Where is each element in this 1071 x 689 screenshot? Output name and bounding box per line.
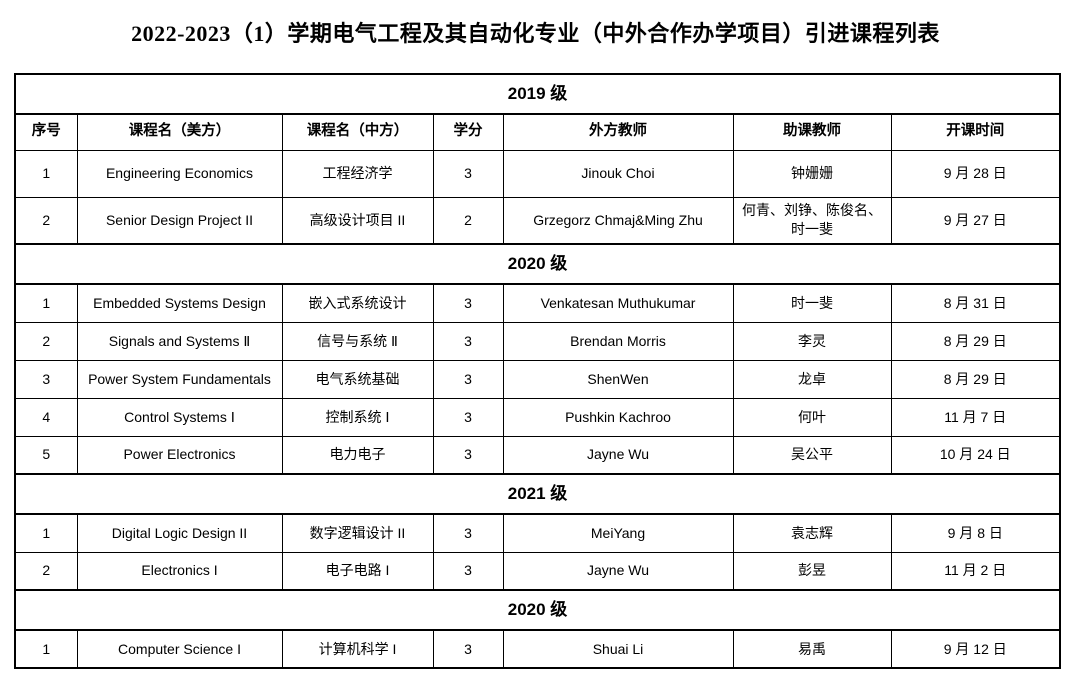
cell-foreign-teacher: Jayne Wu [502, 435, 734, 475]
cell-start-date: 9 月 28 日 [890, 149, 1061, 198]
cell-course-zh: 控制系统 Ⅰ [281, 397, 434, 437]
cell-course-en: Senior Design Project II [76, 196, 283, 245]
cell-foreign-teacher: Jayne Wu [502, 551, 734, 591]
table-row: 1 Computer Science I 计算机科学 I 3 Shuai Li 易禹 9 月… [14, 629, 1061, 669]
cell-start-date: 11 月 7 日 [890, 397, 1061, 437]
cell-index: 4 [14, 397, 78, 437]
cell-assistant-teacher: 吴公平 [732, 435, 892, 475]
cell-course-en: Electronics I [76, 551, 283, 591]
course-table-body: 2019 级序号 课程名（美方） 课程名（中方） 学分 外方教师 助课教师 开课时间 1 Eng… [14, 73, 1061, 669]
cell-assistant-teacher: 时一斐 [732, 283, 892, 323]
cell-foreign-teacher: Pushkin Kachroo [502, 397, 734, 437]
cell-course-zh: 高级设计项目 II [281, 196, 434, 245]
section-label: 2021 级 [14, 473, 1061, 515]
cell-assistant-teacher: 钟姗姗 [732, 149, 892, 198]
cell-start-date: 10 月 24 日 [890, 435, 1061, 475]
cell-index: 2 [14, 321, 78, 361]
cell-index: 1 [14, 629, 78, 669]
cell-course-zh: 电力电子 [281, 435, 434, 475]
cell-index: 1 [14, 513, 78, 553]
cell-course-zh: 信号与系统 Ⅱ [281, 321, 434, 361]
cell-start-date: 9 月 27 日 [890, 196, 1061, 245]
column-header-foreign-teacher: 外方教师 [502, 113, 734, 151]
table-row: 2 Electronics I 电子电路 I 3 Jayne Wu 彭昱 11 月 2 日 [14, 551, 1061, 591]
cell-course-en: Computer Science I [76, 629, 283, 669]
section-label: 2020 级 [14, 243, 1061, 285]
cell-course-en: Power Electronics [76, 435, 283, 475]
table-row: 1 Digital Logic Design II 数字逻辑设计 II 3 MeiYan… [14, 513, 1061, 553]
column-header-row: 序号 课程名（美方） 课程名（中方） 学分 外方教师 助课教师 开课时间 [14, 113, 1061, 151]
cell-course-zh: 工程经济学 [281, 149, 434, 198]
cell-course-zh: 嵌入式系统设计 [281, 283, 434, 323]
cell-assistant-teacher: 彭昱 [732, 551, 892, 591]
cell-assistant-teacher: 龙卓 [732, 359, 892, 399]
cell-index: 5 [14, 435, 78, 475]
section-header-row: 2021 级 [14, 473, 1061, 515]
cell-course-en: Embedded Systems Design [76, 283, 283, 323]
column-header-credits: 学分 [432, 113, 504, 151]
cell-index: 2 [14, 551, 78, 591]
cell-foreign-teacher: MeiYang [502, 513, 734, 553]
page-title: 2022-2023（1）学期电气工程及其自动化专业（中外合作办学项目）引进课程列… [131, 21, 940, 46]
section-label: 2019 级 [14, 73, 1061, 115]
cell-course-en: Digital Logic Design II [76, 513, 283, 553]
cell-credits: 2 [432, 196, 504, 245]
section-label: 2020 级 [14, 589, 1061, 631]
cell-start-date: 9 月 8 日 [890, 513, 1061, 553]
cell-foreign-teacher: Brendan Morris [502, 321, 734, 361]
cell-foreign-teacher: Jinouk Choi [502, 149, 734, 198]
cell-credits: 3 [432, 149, 504, 198]
cell-index: 3 [14, 359, 78, 399]
cell-course-zh: 计算机科学 I [281, 629, 434, 669]
cell-credits: 3 [432, 283, 504, 323]
cell-course-zh: 电气系统基础 [281, 359, 434, 399]
cell-foreign-teacher: Shuai Li [502, 629, 734, 669]
cell-credits: 3 [432, 321, 504, 361]
cell-start-date: 8 月 29 日 [890, 359, 1061, 399]
cell-start-date: 8 月 29 日 [890, 321, 1061, 361]
cell-credits: 3 [432, 359, 504, 399]
cell-course-en: Power System Fundamentals [76, 359, 283, 399]
table-row: 5 Power Electronics 电力电子 3 Jayne Wu 吴公平 10 月 2… [14, 435, 1061, 475]
cell-assistant-teacher: 易禹 [732, 629, 892, 669]
cell-start-date: 11 月 2 日 [890, 551, 1061, 591]
table-row: 2 Signals and Systems Ⅱ 信号与系统 Ⅱ 3 Brendan Mo… [14, 321, 1061, 361]
cell-credits: 3 [432, 513, 504, 553]
cell-start-date: 8 月 31 日 [890, 283, 1061, 323]
cell-course-zh: 数字逻辑设计 II [281, 513, 434, 553]
section-header-row: 2019 级 [14, 73, 1061, 115]
cell-assistant-teacher: 何叶 [732, 397, 892, 437]
cell-assistant-teacher: 何青、刘铮、陈俊名、时一斐 [732, 196, 892, 245]
table-row: 4 Control Systems Ⅰ 控制系统 Ⅰ 3 Pushkin Kachroo… [14, 397, 1061, 437]
column-header-index: 序号 [14, 113, 78, 151]
column-header-course-en: 课程名（美方） [76, 113, 283, 151]
section-header-row: 2020 级 [14, 243, 1061, 285]
cell-index: 2 [14, 196, 78, 245]
cell-foreign-teacher: ShenWen [502, 359, 734, 399]
cell-credits: 3 [432, 435, 504, 475]
cell-assistant-teacher: 李灵 [732, 321, 892, 361]
cell-course-zh: 电子电路 I [281, 551, 434, 591]
cell-course-en: Signals and Systems Ⅱ [76, 321, 283, 361]
column-header-assistant-teacher: 助课教师 [732, 113, 892, 151]
cell-assistant-teacher: 袁志辉 [732, 513, 892, 553]
cell-start-date: 9 月 12 日 [890, 629, 1061, 669]
table-row: 3 Power System Fundamentals 电气系统基础 3 ShenWen… [14, 359, 1061, 399]
cell-credits: 3 [432, 629, 504, 669]
cell-foreign-teacher: Grzegorz Chmaj&Ming Zhu [502, 196, 734, 245]
table-row: 1 Embedded Systems Design 嵌入式系统设计 3 Venkates… [14, 283, 1061, 323]
cell-foreign-teacher: Venkatesan Muthukumar [502, 283, 734, 323]
cell-course-en: Control Systems Ⅰ [76, 397, 283, 437]
column-header-start-date: 开课时间 [890, 113, 1061, 151]
table-row: 1 Engineering Economics 工程经济学 3 Jinouk Choi 钟… [14, 149, 1061, 198]
cell-index: 1 [14, 149, 78, 198]
cell-credits: 3 [432, 397, 504, 437]
course-table: 2019 级序号 课程名（美方） 课程名（中方） 学分 外方教师 助课教师 开课时间 1 Eng… [14, 73, 1062, 669]
cell-credits: 3 [432, 551, 504, 591]
column-header-course-zh: 课程名（中方） [281, 113, 434, 151]
section-header-row: 2020 级 [14, 589, 1061, 631]
cell-index: 1 [14, 283, 78, 323]
table-row: 2 Senior Design Project II 高级设计项目 II 2 Grzeg… [14, 196, 1061, 245]
cell-course-en: Engineering Economics [76, 149, 283, 198]
